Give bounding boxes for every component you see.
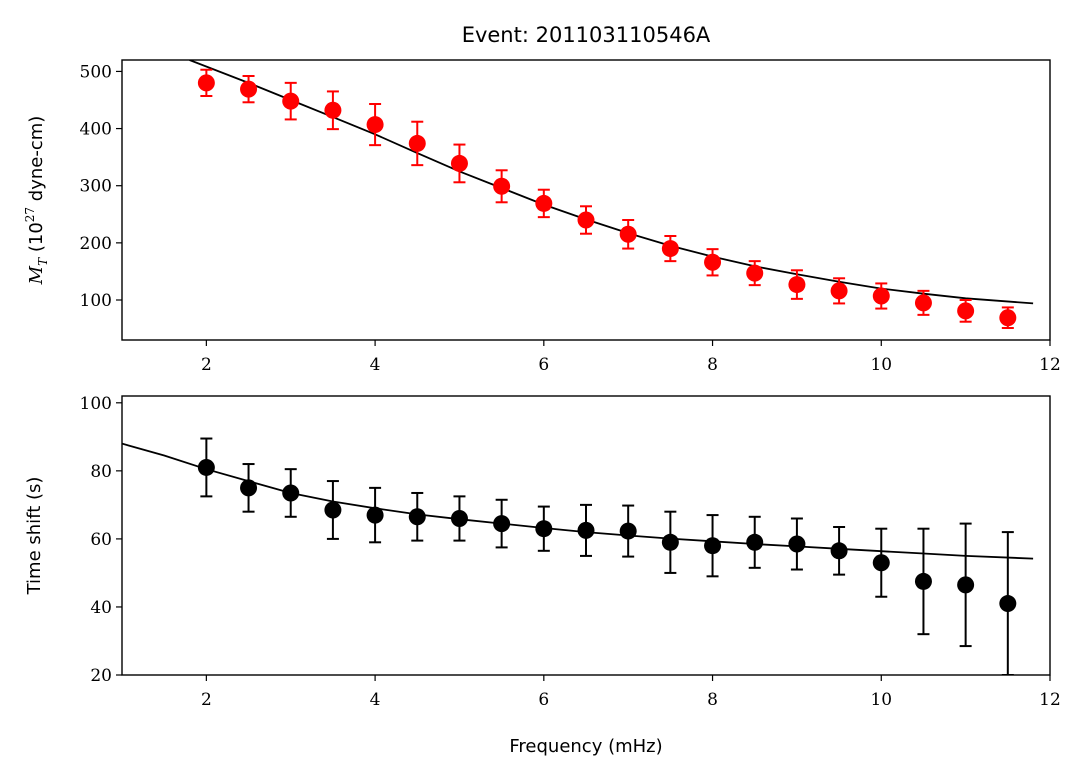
top-data-point xyxy=(535,194,553,212)
bottom-y-axis-label: Time shift (s) xyxy=(24,477,45,596)
bottom-y-ticks: 20 40 60 80 100 xyxy=(80,394,122,686)
bottom-y-tick-label: 100 xyxy=(80,394,112,414)
top-data-point xyxy=(704,253,722,271)
top-data-point xyxy=(366,116,384,134)
top-y-tick-label: 500 xyxy=(80,62,112,82)
top-data-point xyxy=(408,134,426,152)
bottom-x-tick-label: 6 xyxy=(538,690,549,710)
bottom-data-point xyxy=(577,521,595,539)
bottom-data-point xyxy=(450,509,468,527)
bottom-data-point xyxy=(324,501,342,519)
top-data-point xyxy=(830,282,848,300)
top-data-point xyxy=(619,225,637,243)
bottom-data-point xyxy=(661,533,679,551)
top-data-point xyxy=(661,240,679,258)
top-x-tick-label: 6 xyxy=(538,355,549,375)
bottom-y-tick-label: 40 xyxy=(90,598,112,618)
moment-panel: Event: 201103110546A MT (1027 dyne-cm) 2… xyxy=(23,23,1061,375)
top-fit-line xyxy=(189,60,1034,305)
bottom-axes-frame xyxy=(121,395,1051,676)
bottom-x-tick-label: 12 xyxy=(1039,690,1061,710)
bottom-data-point xyxy=(830,542,848,560)
bottom-data-point xyxy=(914,572,932,590)
bottom-data-point xyxy=(999,595,1017,613)
top-data-point xyxy=(746,264,764,282)
top-y-tick-label: 300 xyxy=(80,177,112,197)
top-y-tick-label: 200 xyxy=(80,234,112,254)
top-data-point xyxy=(577,211,595,229)
top-y-axis-label: MT (1027 dyne-cm) xyxy=(23,116,50,286)
top-data-point xyxy=(914,294,932,312)
bottom-x-tick-label: 4 xyxy=(370,690,381,710)
top-x-tick-label: 4 xyxy=(370,355,381,375)
top-data-point xyxy=(999,309,1017,327)
top-data-point xyxy=(197,74,215,92)
bottom-x-ticks: 2 4 6 8 10 12 xyxy=(201,675,1061,710)
x-axis-label: Frequency (mHz) xyxy=(509,736,662,757)
top-data-point xyxy=(872,287,890,305)
top-data-point xyxy=(240,80,258,98)
top-y-ticks: 100 200 300 400 500 xyxy=(80,62,122,311)
top-data-point xyxy=(324,101,342,119)
bottom-y-tick-label: 20 xyxy=(90,666,112,686)
top-y-tick-label: 400 xyxy=(80,120,112,140)
bottom-data-point xyxy=(535,520,553,538)
svg-text:MT (1027 dyne-cm): MT (1027 dyne-cm) xyxy=(23,116,50,286)
bottom-data-point xyxy=(197,458,215,476)
bottom-data-point xyxy=(619,522,637,540)
time-shift-panel: Time shift (s) Frequency (mHz) 2 4 6 8 10 12 … xyxy=(24,394,1061,757)
bottom-x-tick-label: 10 xyxy=(870,690,892,710)
bottom-data-point xyxy=(957,576,975,594)
top-data-point xyxy=(282,92,300,110)
bottom-data-point xyxy=(493,515,511,533)
bottom-data-point xyxy=(408,508,426,526)
top-x-tick-label: 2 xyxy=(201,355,212,375)
top-x-tick-label: 12 xyxy=(1039,355,1061,375)
top-data-point xyxy=(493,177,511,195)
bottom-data-point xyxy=(704,537,722,555)
bottom-data-point xyxy=(788,535,806,553)
bottom-y-tick-label: 60 xyxy=(90,530,112,550)
bottom-plot-area xyxy=(122,437,1034,675)
bottom-y-tick-label: 80 xyxy=(90,462,112,482)
bottom-data-point xyxy=(240,479,258,497)
top-x-ticks: 2 4 6 8 10 12 xyxy=(201,340,1061,375)
top-plot-area xyxy=(189,60,1034,329)
top-data-point xyxy=(788,276,806,294)
chart-title: Event: 201103110546A xyxy=(462,23,711,47)
bottom-data-point xyxy=(366,506,384,524)
bottom-x-tick-label: 8 xyxy=(707,690,718,710)
top-x-tick-label: 10 xyxy=(870,355,892,375)
top-axes-frame xyxy=(121,59,1051,341)
top-data-point xyxy=(957,302,975,320)
bottom-data-point xyxy=(746,533,764,551)
bottom-data-point xyxy=(872,554,890,572)
bottom-data-point xyxy=(282,484,300,502)
top-data-point xyxy=(450,154,468,172)
bottom-fit-line xyxy=(122,442,1034,560)
top-y-tick-label: 100 xyxy=(80,291,112,311)
top-x-tick-label: 8 xyxy=(707,355,718,375)
bottom-x-tick-label: 2 xyxy=(201,690,212,710)
